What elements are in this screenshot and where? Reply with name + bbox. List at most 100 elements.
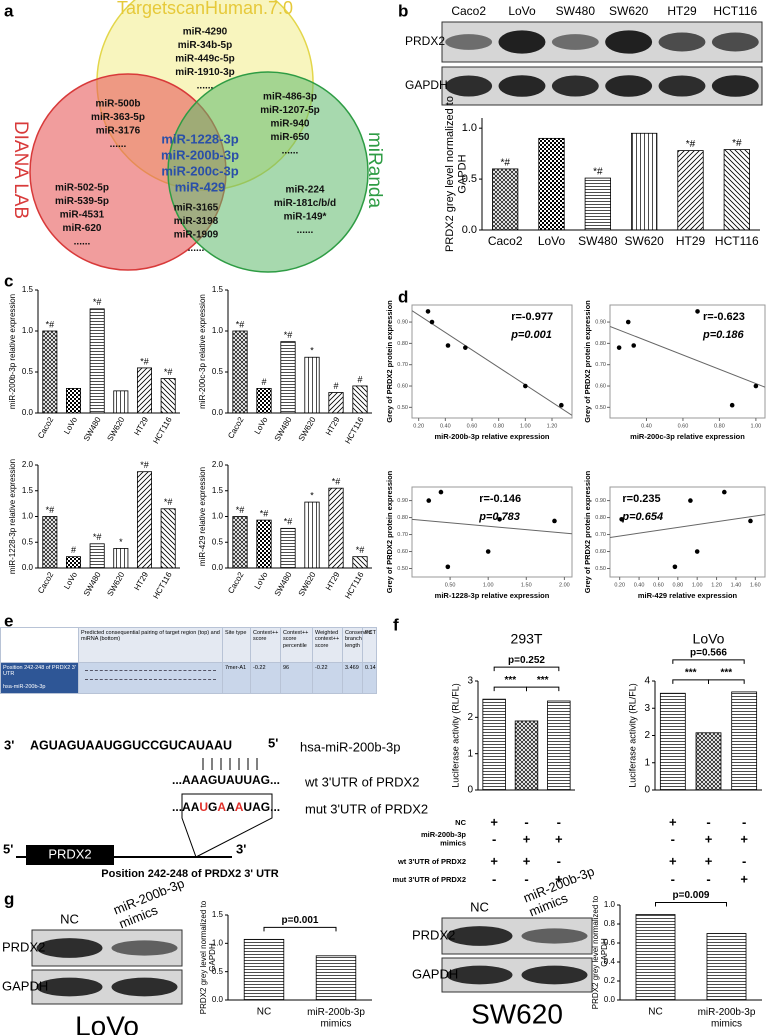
bar (89, 308, 105, 414)
x-tick-label: Caco2 (226, 570, 246, 595)
regression-line (610, 514, 765, 538)
venn-set-label: DIANA LAB (10, 121, 31, 219)
venn-set-label: miRanda (364, 132, 385, 208)
lane-label: NC (470, 899, 489, 914)
comparison-bracket (263, 926, 337, 932)
x-tick-label: HT29 (132, 570, 150, 592)
blot-band (445, 34, 493, 50)
x-tick-label: SW620 (105, 415, 126, 443)
x-tick-label: miR-200b-3p mimics (698, 1007, 756, 1030)
bar (584, 177, 611, 231)
blot-band (658, 75, 706, 97)
treatment-sign: - (706, 871, 710, 886)
point (672, 564, 678, 570)
stat-label: p=0.186 (702, 329, 745, 341)
x-tick-label: SW480 (273, 415, 294, 443)
x-tick-label: 0.20 (614, 582, 625, 588)
x-axis-label: miR-1228-3p relative expression (435, 591, 550, 600)
x-tick-label: SW620 (297, 570, 318, 598)
y-tick-label: 1.5 (22, 486, 34, 495)
significance-label: *# (46, 319, 55, 329)
y-axis-label: PRDX2 grey level normalized toGAPDH (591, 895, 609, 1009)
x-axis-label: miR-429 relative expression (638, 591, 738, 600)
significance-label: *# (284, 517, 293, 527)
y-tick-label: 0.2 (604, 976, 616, 985)
venn-item: miR-1910-3p (175, 67, 234, 78)
x-tick-label: 0.80 (493, 423, 504, 429)
x-axis-label: miR-200c-3p relative expression (630, 432, 745, 441)
x-tick-label: 0.50 (445, 582, 456, 588)
venn-item: ...... (110, 139, 127, 150)
venn-item: miR-1207-5p (260, 105, 319, 116)
comparison-bracket (708, 679, 745, 684)
y-tick-label: 0.8 (604, 919, 616, 928)
x-tick-label: 0.60 (467, 423, 478, 429)
venn-item: miR-539-5p (55, 196, 109, 207)
stat-label: p=0.001 (510, 329, 552, 341)
x-tick-label: HCT116 (343, 415, 366, 445)
bar (328, 392, 344, 414)
point (552, 518, 557, 524)
significance-label: *# (500, 158, 510, 169)
x-tick-label: SW620 (297, 415, 318, 443)
venn-item: miR-200c-3p (161, 163, 238, 178)
venn-item: miR-500b (95, 99, 140, 110)
comparison-label: p=0.009 (673, 890, 710, 901)
y-tick-label: 0.5 (22, 367, 34, 376)
x-tick-label: LoVo (62, 570, 79, 591)
comparison-label: *** (720, 668, 732, 679)
panel-label: g (4, 889, 14, 908)
treatment-sign: + (669, 853, 677, 868)
y-tick-label: 1.5 (22, 285, 34, 294)
point (523, 383, 528, 389)
bar (160, 508, 176, 569)
gene-box (26, 845, 114, 865)
x-tick-label: Caco2 (226, 415, 246, 440)
y-tick-label: 2.0 (212, 460, 224, 469)
x-tick-label: 0.60 (678, 423, 689, 429)
panel-label: f (393, 615, 399, 634)
bar (631, 132, 658, 231)
venn-item: miR-149* (284, 212, 327, 223)
x-tick-label: SW480 (82, 570, 103, 598)
point (497, 516, 502, 522)
venn-item: ...... (297, 225, 314, 236)
venn-item: miR-1228-3p (161, 131, 238, 146)
bar (482, 698, 506, 791)
y-tick-label: 0.6 (604, 938, 616, 947)
comparison-label: *** (685, 668, 697, 679)
significance-label: *# (140, 460, 149, 470)
blot-band (521, 965, 588, 985)
header-cell: Conserved branch length (342, 627, 372, 663)
blot-background (441, 21, 763, 63)
significance-label: *# (260, 508, 269, 518)
y-tick-label: 0.60 (595, 383, 606, 389)
x-tick-label: 0.40 (440, 423, 451, 429)
venn-circle-miranda (167, 71, 369, 273)
header-cell: Weighted context++ score (312, 627, 343, 663)
row-label: GAPDH (2, 978, 48, 993)
comparison-label: *** (504, 675, 516, 686)
y-tick-label: 0.60 (397, 549, 408, 555)
lane-label: LoVo (508, 4, 536, 18)
x-tick-label: miR-200b-3p mimics (307, 1007, 365, 1030)
y-axis-label: Grey of PRDX2 protein expression (385, 300, 394, 423)
header-cell (0, 627, 79, 663)
treatment-sign: + (523, 853, 531, 868)
significance-label: *# (46, 505, 55, 515)
significance-label: *# (164, 497, 173, 507)
treatment-sign: - (706, 814, 710, 829)
bar (136, 471, 152, 569)
bar (42, 516, 58, 569)
bar (328, 487, 344, 569)
header-cell: Context++ score percentile (280, 627, 313, 663)
blot-band (658, 32, 706, 52)
x-tick-label: SW480 (273, 570, 294, 598)
x-tick-label: 1.20 (547, 423, 558, 429)
blot-band (446, 926, 513, 946)
mirna-sequence: AGUAGUAAUGGUCCGUCAUAAU (30, 738, 232, 752)
treatment-sign: - (671, 871, 675, 886)
x-tick-label: 0.80 (714, 423, 725, 429)
y-tick-label: 0.4 (604, 957, 616, 966)
